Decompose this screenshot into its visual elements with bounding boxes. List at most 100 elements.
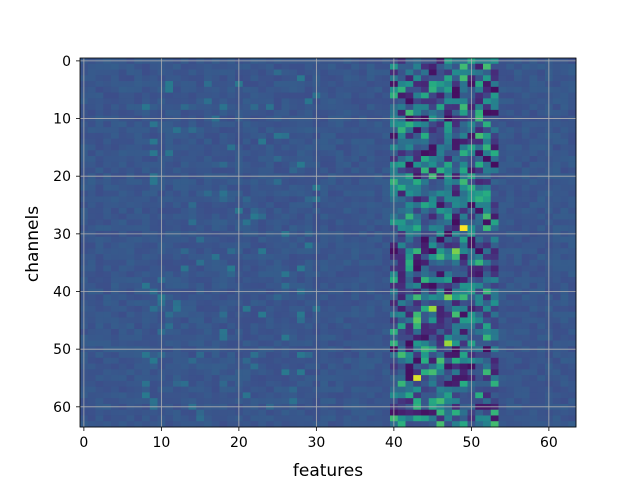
heatmap-cell	[250, 334, 259, 341]
heatmap-cell	[227, 156, 236, 163]
heatmap-cell	[421, 63, 430, 70]
heatmap-cell	[258, 357, 267, 364]
heatmap-cell	[366, 305, 375, 313]
heatmap-cell	[514, 323, 523, 330]
heatmap-cell	[103, 317, 112, 324]
heatmap-cell	[180, 179, 189, 186]
heatmap-cell	[227, 300, 236, 307]
heatmap-cell	[529, 277, 538, 284]
heatmap-cell	[103, 98, 112, 105]
heatmap-cell	[405, 294, 414, 301]
heatmap-cell	[568, 219, 577, 226]
heatmap-cell	[227, 254, 236, 261]
heatmap-cell	[242, 132, 251, 140]
heatmap-cell	[266, 409, 275, 416]
heatmap-cell	[444, 386, 453, 393]
heatmap-cell	[359, 138, 368, 145]
heatmap-cell	[95, 132, 104, 140]
heatmap-cell	[413, 167, 422, 174]
heatmap-cell	[444, 398, 453, 405]
heatmap-cell	[188, 63, 197, 70]
heatmap-cell	[382, 109, 391, 117]
heatmap-cell	[335, 161, 344, 168]
heatmap-cell	[490, 282, 499, 290]
heatmap-cell	[258, 161, 267, 168]
heatmap-cell	[366, 98, 375, 105]
heatmap-cell	[521, 63, 530, 70]
heatmap-cell	[180, 392, 189, 399]
heatmap-cell	[366, 369, 375, 376]
heatmap-cell	[142, 144, 151, 151]
heatmap-cell	[444, 202, 453, 209]
heatmap-cell	[227, 86, 236, 93]
heatmap-cell	[95, 300, 104, 307]
heatmap-cell	[297, 328, 306, 336]
heatmap-cell	[281, 271, 290, 278]
heatmap-cell	[560, 375, 569, 382]
heatmap-cell	[258, 92, 267, 99]
heatmap-cell	[397, 109, 406, 117]
heatmap-cell	[343, 317, 352, 324]
heatmap-cell	[328, 334, 337, 341]
heatmap-cell	[173, 104, 182, 111]
heatmap-cell	[103, 328, 112, 336]
heatmap-cell	[568, 248, 577, 255]
heatmap-cell	[111, 156, 120, 163]
heatmap-cell	[421, 184, 430, 192]
heatmap-cell	[242, 81, 251, 88]
heatmap-cell	[382, 144, 391, 151]
heatmap-cell	[258, 138, 267, 145]
heatmap-cell	[552, 225, 561, 232]
heatmap-cell	[103, 415, 112, 422]
heatmap-cell	[266, 156, 275, 163]
heatmap-cell	[180, 421, 189, 428]
heatmap-cell	[343, 386, 352, 393]
heatmap-cell	[87, 121, 96, 128]
heatmap-cell	[134, 150, 143, 157]
heatmap-cell	[483, 352, 492, 359]
heatmap-cell	[537, 202, 546, 209]
heatmap-cell	[211, 127, 220, 134]
heatmap-cell	[250, 92, 259, 99]
heatmap-cell	[475, 248, 484, 255]
heatmap-cell	[382, 236, 391, 243]
heatmap-cell	[328, 323, 337, 330]
heatmap-cell	[273, 179, 282, 186]
heatmap-cell	[552, 242, 561, 249]
heatmap-cell	[289, 109, 298, 117]
heatmap-cell	[343, 104, 352, 111]
heatmap-cell	[359, 132, 368, 140]
heatmap-cell	[428, 167, 437, 174]
heatmap-cell	[506, 386, 515, 393]
heatmap-cell	[188, 415, 197, 422]
heatmap-cell	[87, 63, 96, 70]
heatmap-cell	[211, 86, 220, 93]
heatmap-cell	[289, 254, 298, 261]
heatmap-cell	[405, 92, 414, 99]
heatmap-cell	[552, 156, 561, 163]
heatmap-cell	[250, 98, 259, 105]
heatmap-cell	[421, 161, 430, 168]
heatmap-cell	[475, 398, 484, 405]
heatmap-cell	[521, 213, 530, 220]
heatmap-cell	[103, 202, 112, 209]
heatmap-cell	[142, 104, 151, 111]
heatmap-cell	[134, 109, 143, 117]
heatmap-cell	[273, 184, 282, 192]
heatmap-cell	[366, 334, 375, 341]
heatmap-cell	[297, 265, 306, 272]
heatmap-cell	[421, 392, 430, 399]
heatmap-cell	[560, 196, 569, 203]
heatmap-cell	[452, 150, 461, 157]
heatmap-cell	[343, 248, 352, 255]
heatmap-cell	[134, 225, 143, 232]
heatmap-cell	[452, 81, 461, 88]
heatmap-cell	[95, 127, 104, 134]
heatmap-cell	[111, 271, 120, 278]
heatmap-cell	[180, 150, 189, 157]
heatmap-cell	[95, 86, 104, 93]
heatmap-cell	[335, 144, 344, 151]
heatmap-cell	[452, 392, 461, 399]
heatmap-cell	[165, 386, 174, 393]
heatmap-cell	[149, 363, 158, 370]
